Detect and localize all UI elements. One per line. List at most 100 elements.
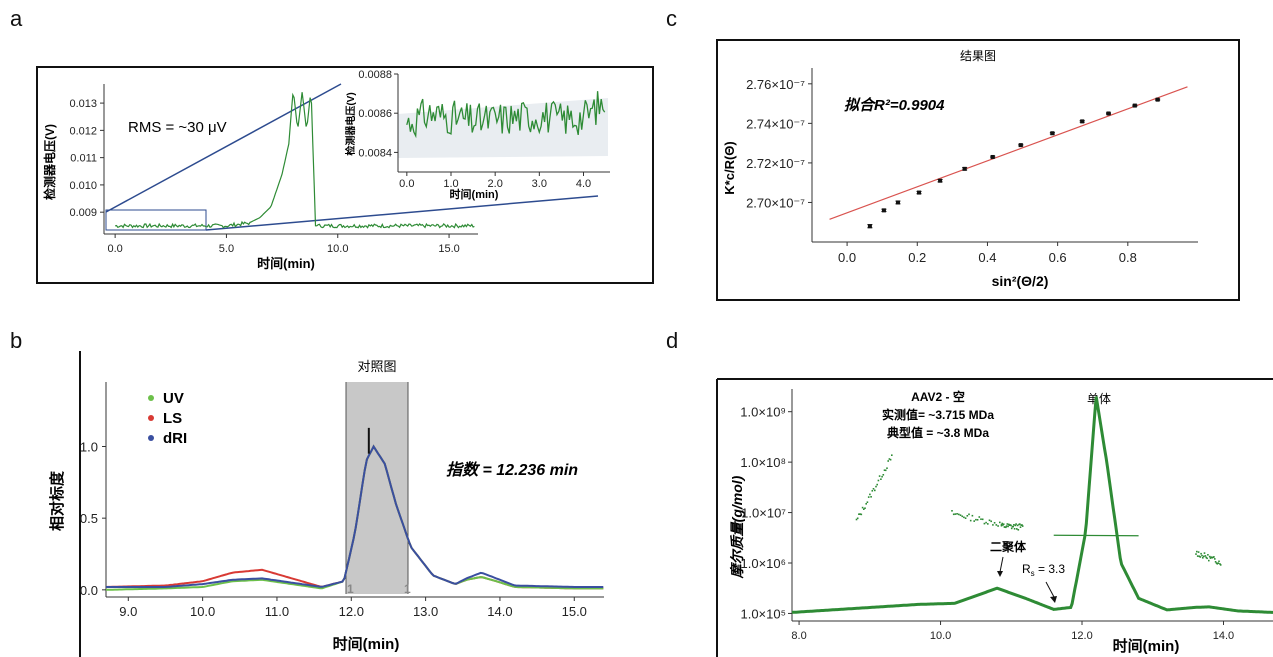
c-data-point xyxy=(990,154,995,159)
frame-c xyxy=(716,39,1240,301)
d-scatter-point xyxy=(980,518,982,520)
chart-a: 检测器电压(V) 时间(min) RMS = ~30 μV 0.013 0.012… xyxy=(36,66,654,284)
d-scatter-point xyxy=(997,525,999,527)
inset-xtick-label: 1.0 xyxy=(443,178,458,190)
d-dimer-arrow xyxy=(999,556,1004,573)
d-scatter-point xyxy=(1200,552,1202,555)
d-scatter-point xyxy=(1208,559,1210,562)
b-xtick-label: 11.0 xyxy=(265,604,289,619)
c-data-point xyxy=(1132,103,1137,108)
inset-xtick-label: 3.0 xyxy=(532,178,547,190)
c-data-point xyxy=(1106,111,1111,116)
d-scatter-point xyxy=(968,513,970,516)
d-scatter-point xyxy=(1219,564,1222,566)
d-scatter-point xyxy=(1203,552,1206,554)
a-xtick-label: 0.0 xyxy=(107,243,122,255)
d-ytick-label: 1.0×10⁵ xyxy=(740,606,786,621)
d-scatter-point xyxy=(1196,555,1199,557)
d-xtick-label: 8.0 xyxy=(791,630,806,642)
d-scatter-point xyxy=(870,496,872,498)
d-scatter-point xyxy=(1211,556,1213,559)
d-scatter-point xyxy=(990,520,992,523)
d-scatter-point xyxy=(877,479,880,482)
d-scatter-point xyxy=(1197,551,1200,553)
d-scatter-point xyxy=(1000,524,1003,527)
d-title-line1: AAV2 - 空 xyxy=(911,389,965,404)
panel-label-b: b xyxy=(10,328,23,353)
d-scatter-point xyxy=(971,514,974,517)
c-xtick-label: 0.8 xyxy=(1119,250,1137,265)
a-ytick-label: 0.011 xyxy=(70,153,97,165)
a-ytick-label: 0.009 xyxy=(69,207,97,219)
d-scatter-point xyxy=(988,519,991,522)
d-scatter-point xyxy=(869,493,871,496)
d-scatter-point xyxy=(1005,526,1007,529)
a-zoom-line-bottom xyxy=(205,195,599,231)
b-ytick-label: 0.0 xyxy=(80,583,98,598)
d-scatter-point xyxy=(973,520,975,522)
c-data-point xyxy=(938,178,943,183)
c-ytick-label: 2.76×10⁻⁷ xyxy=(746,77,805,92)
d-scatter-point xyxy=(876,483,878,486)
d-ytick-label: 1.0×10⁷ xyxy=(741,506,786,521)
b-ytick-label: 0.5 xyxy=(80,511,98,526)
d-dimer-arrow-head xyxy=(997,571,1003,577)
d-scatter-point xyxy=(860,513,863,516)
a-signal-line xyxy=(114,92,475,229)
d-scatter-point xyxy=(952,513,955,516)
d-scatter-point xyxy=(864,507,866,509)
d-scatter-point xyxy=(1006,523,1009,525)
d-ytick-label: 1.0×10⁶ xyxy=(741,556,786,571)
c-data-point xyxy=(867,224,872,229)
d-scatter-point xyxy=(861,506,864,509)
b-marker-right: 1 xyxy=(404,582,411,596)
b-xlabel: 时间(min) xyxy=(333,635,400,653)
d-rs-arrow xyxy=(1045,581,1055,598)
c-fit-line xyxy=(829,86,1188,220)
d-xtick-label: 14.0 xyxy=(1213,630,1234,642)
d-scatter-point xyxy=(874,489,876,492)
b-xtick-label: 9.0 xyxy=(119,604,137,619)
c-xtick-label: 0.0 xyxy=(838,250,856,265)
d-scatter-point xyxy=(1204,555,1207,557)
d-scatter-point xyxy=(1010,524,1012,527)
b-xtick-label: 10.0 xyxy=(190,604,215,619)
d-scatter-point xyxy=(995,524,998,526)
d-scatter-point xyxy=(1207,554,1209,556)
c-data-point xyxy=(1018,143,1023,148)
d-scatter-point xyxy=(993,522,996,524)
d-scatter-point xyxy=(1214,561,1217,563)
d-scatter-point xyxy=(1021,524,1023,526)
d-monomer-label: 单体 xyxy=(1087,392,1111,406)
d-rs-label: Rs = 3.3 xyxy=(1022,562,1065,578)
d-scatter-point xyxy=(1202,557,1204,559)
d-scatter-point xyxy=(958,513,960,516)
inset-ytick-label: 0.0086 xyxy=(358,108,392,120)
b-index-annotation: 指数 = 12.236 min xyxy=(446,461,578,479)
c-r2-annotation: 拟合R²=0.9904 xyxy=(844,96,945,114)
b-xtick-label: 13.0 xyxy=(413,604,438,619)
d-scatter-point xyxy=(1214,558,1216,560)
c-xlabel: sin²(Θ/2) xyxy=(992,273,1049,289)
inset-xtick-label: 2.0 xyxy=(488,178,503,190)
d-scatter-point xyxy=(866,501,869,503)
d-title-line3: 典型值 = ~3.8 MDa xyxy=(887,425,989,440)
chart-c: 结果图 拟合R²=0.9904 K*c/R(Θ) sin²(Θ/2) 2.76×… xyxy=(716,39,1240,301)
a-ytick-label: 0.010 xyxy=(69,180,97,192)
d-scatter-point xyxy=(964,517,967,519)
d-scatter-point xyxy=(867,496,870,498)
d-scatter-point xyxy=(886,467,888,469)
d-scatter-point xyxy=(954,513,957,515)
d-scatter-point xyxy=(875,485,877,488)
d-scatter-point xyxy=(1206,557,1208,560)
panel-label-a: a xyxy=(10,6,23,31)
d-scatter-point xyxy=(889,458,892,461)
b-marker-left: 1 xyxy=(347,582,354,596)
d-scatter-point xyxy=(1007,525,1009,528)
d-scatter-point xyxy=(871,490,874,492)
chart-d: 摩尔质量(g/mol) 时间(min) AAV2 - 空 实测值= ~3.715… xyxy=(716,378,1273,657)
d-ytick-label: 1.0×10⁸ xyxy=(740,455,786,470)
a-xtick-label: 5.0 xyxy=(219,243,234,255)
inset-ytick-label: 0.0088 xyxy=(358,69,392,81)
d-scatter-point xyxy=(1019,523,1021,525)
